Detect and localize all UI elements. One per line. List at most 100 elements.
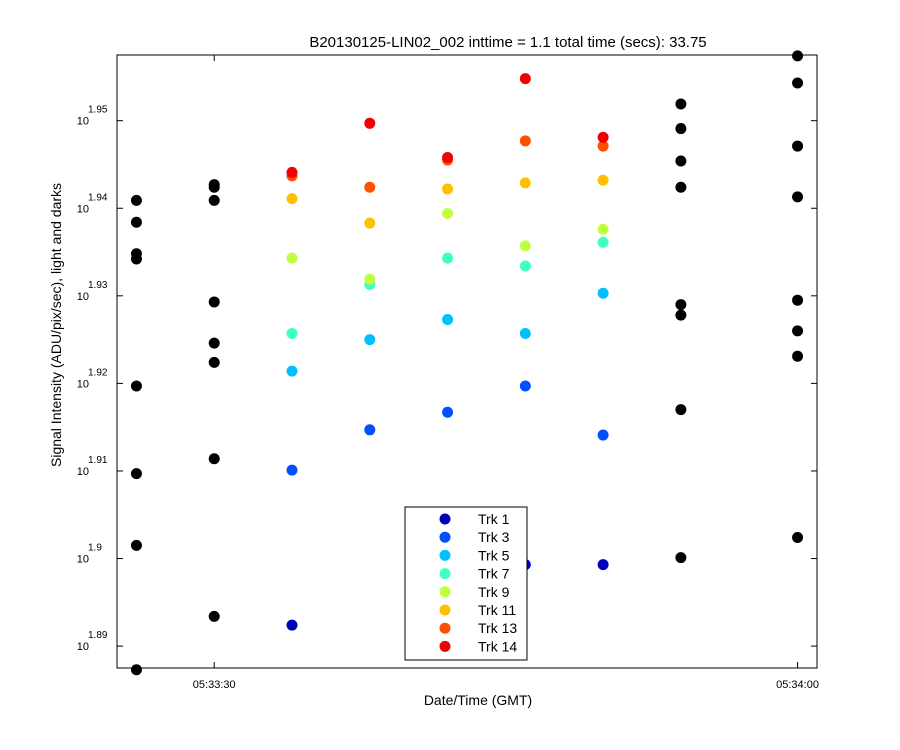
- legend-label: Trk 1: [478, 511, 510, 527]
- dark-point: [675, 404, 687, 416]
- series-point: [519, 177, 531, 189]
- series-point: [597, 429, 609, 441]
- series-point: [519, 73, 531, 85]
- series-point: [442, 406, 454, 418]
- dark-point: [675, 552, 687, 564]
- legend-marker: [439, 586, 451, 598]
- x-axis-label: Date/Time (GMT): [424, 692, 532, 708]
- series-point: [442, 208, 454, 220]
- dark-point: [130, 380, 142, 392]
- series-point: [286, 365, 298, 377]
- series-point: [597, 140, 609, 152]
- legend-label: Trk 5: [478, 547, 510, 563]
- legend-marker: [439, 531, 451, 543]
- y-tick-exponent: 1.89: [88, 630, 108, 641]
- series-point: [519, 260, 531, 272]
- y-tick-base: 10: [77, 554, 89, 566]
- series-point: [442, 313, 454, 325]
- dark-points: [130, 50, 804, 676]
- series-point: [286, 327, 298, 339]
- dark-point: [208, 194, 220, 206]
- series-point: [364, 117, 376, 129]
- legend: Trk 1 Trk 3 Trk 5 Trk 7 Trk 9 Trk 11 Trk 13 Trk…: [404, 506, 528, 661]
- dark-point: [792, 77, 804, 89]
- y-tick-base: 10: [77, 466, 89, 478]
- dark-point: [130, 253, 142, 265]
- axes-frame: [116, 54, 818, 669]
- series-point: [519, 327, 531, 339]
- y-tick-base: 10: [77, 203, 89, 215]
- y-tick-exponent: 1.9: [88, 543, 102, 554]
- y-axis-label: Signal Intensity (ADU/pix/sec), light an…: [48, 183, 64, 467]
- series-point: [597, 131, 609, 143]
- dark-point: [675, 299, 687, 311]
- dark-point: [792, 532, 804, 544]
- series-point: [286, 193, 298, 205]
- dark-point: [792, 294, 804, 306]
- series-point: [442, 151, 454, 163]
- series-point: [364, 217, 376, 229]
- dark-point: [208, 337, 220, 349]
- legend-label: Trk 13: [478, 620, 517, 636]
- x-axis-ticks: 05:33:30 05:34:00: [193, 55, 819, 691]
- dark-point: [130, 216, 142, 228]
- series-point: [442, 183, 454, 195]
- legend-label: Trk 7: [478, 566, 510, 582]
- y-tick-exponent: 1.95: [88, 105, 108, 116]
- legend-label: Trk 9: [478, 584, 510, 600]
- legend-label: Trk 11: [478, 602, 516, 618]
- series-point: [286, 166, 298, 178]
- dark-point: [792, 50, 804, 62]
- y-tick-exponent: 1.93: [88, 280, 108, 291]
- x-tick-label: 05:34:00: [776, 679, 819, 691]
- dark-point: [130, 539, 142, 551]
- y-tick-base: 10: [77, 641, 89, 653]
- legend-marker: [439, 568, 451, 580]
- series-point: [597, 287, 609, 299]
- series-point: [597, 223, 609, 235]
- series-point: [519, 240, 531, 252]
- dark-point: [130, 664, 142, 676]
- series-point: [364, 273, 376, 285]
- series-point: [286, 619, 298, 631]
- legend-marker: [439, 513, 451, 525]
- series-point: [519, 135, 531, 147]
- series-point: [286, 464, 298, 476]
- legend-marker: [439, 622, 451, 634]
- y-tick-base: 10: [77, 378, 89, 390]
- series-point: [597, 236, 609, 248]
- series-point: [286, 252, 298, 264]
- series-point: [364, 424, 376, 436]
- legend-label: Trk 14: [478, 638, 517, 654]
- dark-point: [208, 453, 220, 465]
- dark-point: [792, 140, 804, 152]
- legend-box: [404, 506, 528, 661]
- y-tick-base: 10: [77, 116, 89, 128]
- series-point: [597, 559, 609, 571]
- y-tick-exponent: 1.92: [88, 367, 108, 378]
- legend-marker: [439, 549, 451, 561]
- dark-point: [130, 194, 142, 206]
- plot-frame: [116, 54, 818, 669]
- series-point: [519, 380, 531, 392]
- legend-marker: [439, 640, 451, 652]
- series-point: [597, 174, 609, 186]
- y-tick-exponent: 1.91: [88, 455, 108, 466]
- dark-point: [675, 309, 687, 321]
- series-point: [364, 334, 376, 346]
- dark-point: [208, 296, 220, 308]
- dark-point: [675, 181, 687, 193]
- dark-point: [675, 123, 687, 135]
- series-points: [286, 73, 609, 631]
- y-tick-base: 10: [77, 291, 89, 303]
- y-tick-exponent: 1.94: [88, 192, 108, 203]
- series-point: [364, 181, 376, 193]
- dark-point: [208, 610, 220, 622]
- chart-title: B20130125-LIN02_002 inttime = 1.1 total …: [309, 34, 706, 51]
- dark-point: [208, 356, 220, 368]
- dark-point: [208, 181, 220, 193]
- dark-point: [792, 325, 804, 337]
- legend-marker: [439, 604, 451, 616]
- dark-point: [792, 191, 804, 203]
